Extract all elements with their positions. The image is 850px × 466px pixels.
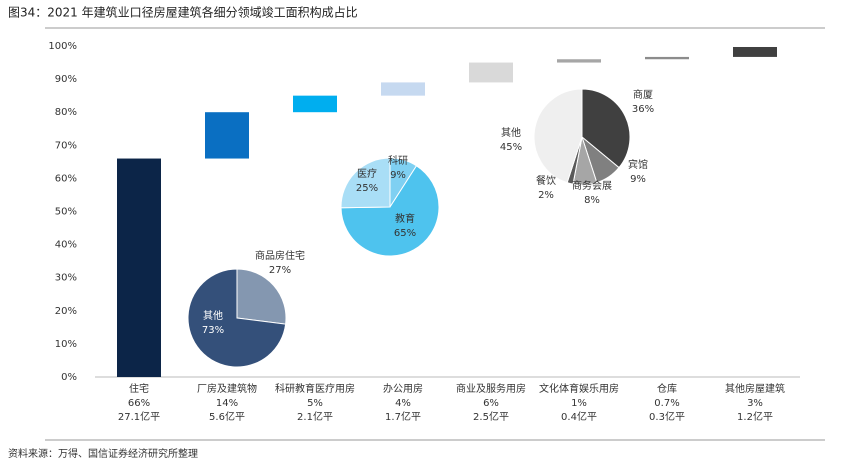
- x-tick-label: 厂房及建筑物: [197, 382, 257, 395]
- pie-label: 科研: [388, 154, 408, 167]
- pie-slice: [533, 88, 583, 184]
- bar: [205, 112, 249, 159]
- area-label: 5.6亿平: [209, 410, 245, 423]
- pie-value-label: 36%: [632, 104, 654, 115]
- value-label: 1%: [571, 398, 587, 409]
- area-label: 2.5亿平: [473, 410, 509, 423]
- x-tick-label: 其他房屋建筑: [725, 382, 785, 395]
- chart-title: 图34：2021 年建筑业口径房屋建筑各细分领域竣工面积构成占比: [8, 5, 358, 20]
- pie-value-label: 25%: [356, 183, 378, 194]
- pie-label: 餐饮: [536, 174, 556, 187]
- bar: [117, 158, 161, 377]
- bar: [645, 56, 689, 60]
- pie-value-label: 27%: [269, 265, 291, 276]
- pie-slice: [187, 268, 287, 368]
- area-label: 0.4亿平: [561, 410, 597, 423]
- source-note: 资料来源：万得、国信证券经济研究所整理: [8, 447, 198, 460]
- y-tick-label: 60%: [55, 173, 77, 184]
- pie-slice: [340, 157, 391, 209]
- pie-slice: [340, 165, 440, 257]
- pie-value-label: 65%: [394, 228, 416, 239]
- pie-value-label: 45%: [500, 142, 522, 153]
- pie-label: 商厦: [633, 88, 653, 101]
- pie-label: 宾馆: [628, 158, 648, 171]
- value-label: 3%: [747, 398, 763, 409]
- pie-label: 其他: [203, 309, 223, 322]
- pie-label: 医疗: [357, 167, 377, 180]
- value-label: 4%: [395, 398, 411, 409]
- pie-slice: [581, 88, 631, 169]
- pie-label: 教育: [395, 212, 415, 225]
- pie-value-label: 2%: [538, 190, 554, 201]
- y-tick-label: 90%: [55, 74, 77, 85]
- y-tick-label: 30%: [55, 273, 77, 284]
- bar: [469, 62, 513, 83]
- x-tick-label: 住宅: [129, 382, 149, 395]
- pie-label: 其他: [501, 126, 521, 139]
- area-label: 1.2亿平: [737, 410, 773, 423]
- value-label: 6%: [483, 398, 499, 409]
- y-tick-label: 80%: [55, 107, 77, 118]
- y-tick-label: 10%: [55, 339, 77, 350]
- bar: [381, 82, 425, 96]
- pie-label: 商品房住宅: [255, 249, 305, 262]
- y-tick-label: 100%: [48, 41, 77, 52]
- y-tick-label: 70%: [55, 140, 77, 151]
- y-tick-label: 0%: [61, 372, 77, 383]
- pie-slice: [236, 268, 287, 325]
- value-label: 66%: [128, 398, 150, 409]
- x-tick-label: 科研教育医疗用房: [275, 382, 355, 395]
- value-label: 0.7%: [654, 398, 679, 409]
- x-tick-label: 商业及服务用房: [456, 382, 526, 395]
- y-tick-label: 40%: [55, 240, 77, 251]
- pie-label: 商务会展: [572, 179, 612, 192]
- bar: [733, 46, 777, 57]
- area-label: 2.1亿平: [297, 410, 333, 423]
- area-label: 27.1亿平: [118, 410, 160, 423]
- pie-value-label: 9%: [390, 170, 406, 181]
- area-label: 1.7亿平: [385, 410, 421, 423]
- pie-value-label: 9%: [630, 174, 646, 185]
- bar: [557, 59, 601, 63]
- x-tick-label: 文化体育娱乐用房: [539, 382, 619, 395]
- x-tick-label: 办公用房: [383, 382, 423, 395]
- y-tick-label: 20%: [55, 306, 77, 317]
- x-tick-label: 仓库: [657, 382, 677, 395]
- pie-value-label: 73%: [202, 325, 224, 336]
- y-tick-label: 50%: [55, 207, 77, 218]
- bar: [293, 95, 337, 113]
- area-label: 0.3亿平: [649, 410, 685, 423]
- pie-value-label: 8%: [584, 195, 600, 206]
- value-label: 14%: [216, 398, 238, 409]
- value-label: 5%: [307, 398, 323, 409]
